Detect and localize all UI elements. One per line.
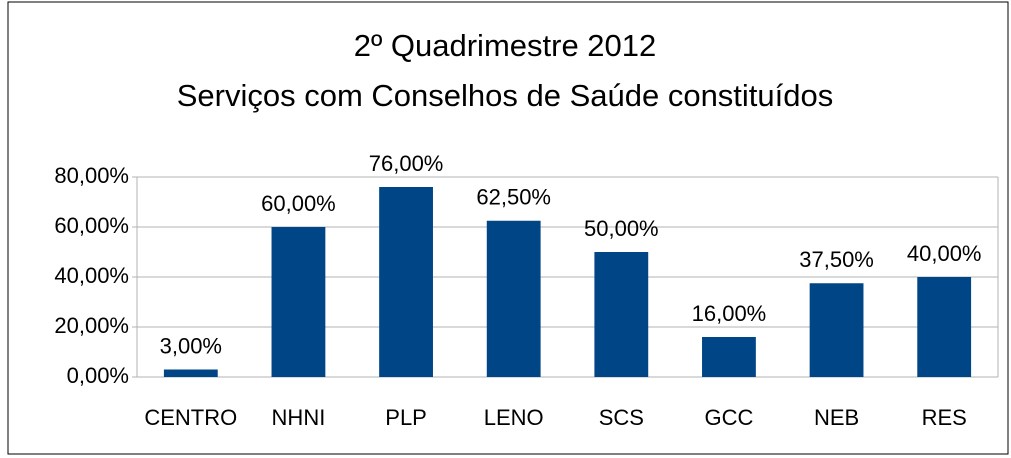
value-label: 62,50%	[476, 185, 551, 210]
chart-title: 2º Quadrimestre 2012	[354, 28, 657, 63]
x-tick-label: RES	[922, 405, 967, 430]
bar	[486, 220, 541, 377]
x-tick-label: PLP	[385, 405, 427, 430]
value-label: 40,00%	[907, 241, 982, 266]
value-label: 76,00%	[369, 151, 444, 176]
x-tick-label: CENTRO	[144, 405, 237, 430]
y-tick-label: 80,00%	[54, 163, 129, 188]
value-label: 60,00%	[261, 191, 336, 216]
chart-subtitle: Serviços com Conselhos de Saúde constitu…	[177, 78, 834, 113]
x-tick-label: SCS	[599, 405, 644, 430]
bar	[809, 283, 864, 377]
value-label: 3,00%	[160, 333, 222, 358]
x-tick-label: NHNI	[272, 405, 326, 430]
value-label: 37,50%	[799, 247, 874, 272]
bar	[917, 277, 972, 377]
x-tick-label: NEB	[814, 405, 859, 430]
y-tick-label: 0,00%	[67, 363, 129, 388]
bar	[702, 337, 756, 377]
bar	[271, 227, 326, 377]
y-tick-label: 20,00%	[54, 313, 129, 338]
x-tick-label: GCC	[704, 405, 753, 430]
bar	[163, 369, 218, 377]
value-label: 50,00%	[584, 216, 659, 241]
value-label: 16,00%	[692, 301, 767, 326]
y-tick-label: 40,00%	[54, 263, 129, 288]
bar	[594, 252, 649, 377]
y-tick-label: 60,00%	[54, 213, 129, 238]
bar	[379, 187, 433, 377]
x-tick-label: LENO	[484, 405, 544, 430]
